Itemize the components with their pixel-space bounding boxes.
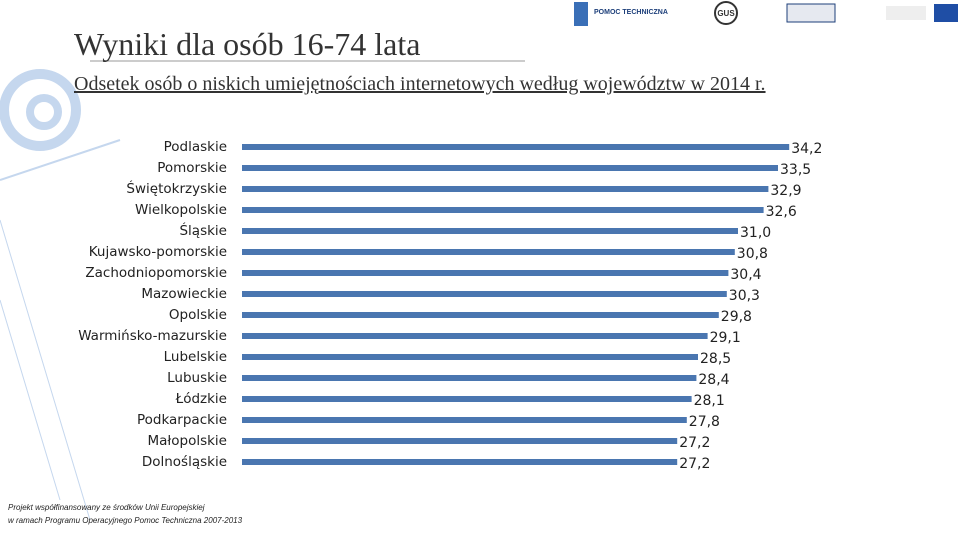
category-label: Śląskie: [179, 221, 227, 239]
footer-line: Projekt współfinansowany ze środków Unii…: [8, 503, 205, 512]
logo-text: POMOC TECHNICZNA: [594, 9, 668, 16]
category-label: Lubuskie: [167, 370, 227, 386]
bar: [242, 270, 729, 276]
bar: [242, 375, 697, 381]
bar: [242, 438, 678, 444]
bar: [242, 249, 735, 255]
category-label: Podkarpackie: [137, 412, 227, 428]
bar: [242, 186, 769, 192]
value-label: 28,4: [698, 372, 729, 388]
category-label: Dolnośląskie: [142, 454, 227, 470]
category-label: Świętokrzyskie: [126, 179, 227, 197]
bar: [242, 459, 678, 465]
category-label: Mazowieckie: [141, 286, 227, 302]
chart-subtitle: Odsetek osób o niskich umiejętnościach i…: [74, 73, 766, 95]
value-label: 27,2: [679, 435, 710, 451]
bar: [242, 333, 708, 339]
value-label: 29,8: [721, 309, 752, 325]
category-label: Opolskie: [169, 307, 227, 323]
bar: [242, 291, 727, 297]
category-label: Małopolskie: [147, 433, 227, 449]
bar: [242, 144, 790, 150]
category-label: Warmińsko-mazurskie: [78, 328, 227, 344]
value-label: 30,3: [729, 288, 760, 304]
value-label: 33,5: [780, 162, 811, 178]
decoration: [0, 69, 121, 521]
chart-title: Wyniki dla osób 16-74 lata: [74, 26, 421, 62]
category-label: Kujawsko-pomorskie: [89, 244, 227, 260]
value-label: 34,2: [791, 141, 822, 157]
bar: [242, 312, 719, 318]
category-label: Łódzkie: [175, 391, 227, 407]
category-label: Zachodniopomorskie: [85, 265, 227, 281]
footer-line: w ramach Programu Operacyjnego Pomoc Tec…: [8, 516, 243, 525]
bar: [242, 165, 778, 171]
value-label: 28,5: [700, 351, 731, 367]
footer: Projekt współfinansowany ze środków Unii…: [8, 501, 242, 527]
logos: POMOC TECHNICZNA GUS: [574, 1, 958, 26]
category-label: Pomorskie: [157, 160, 227, 176]
value-label: 29,1: [710, 330, 741, 346]
category-label: Lubelskie: [164, 349, 227, 365]
category-label: Wielkopolskie: [135, 202, 227, 218]
value-label: 28,1: [694, 393, 725, 409]
value-label: 32,9: [770, 183, 801, 199]
bar: [242, 417, 687, 423]
value-label: 30,4: [730, 267, 761, 283]
bar: [242, 354, 698, 360]
bar: [242, 207, 764, 213]
value-label: 30,8: [737, 246, 768, 262]
category-label: Podlaskie: [164, 139, 227, 155]
bar: [242, 228, 738, 234]
value-label: 27,2: [679, 456, 710, 472]
value-label: 31,0: [740, 225, 771, 241]
value-label: 32,6: [766, 204, 797, 220]
gus-logo: GUS: [717, 9, 735, 18]
bar: [242, 396, 692, 402]
value-label: 27,8: [689, 414, 720, 430]
